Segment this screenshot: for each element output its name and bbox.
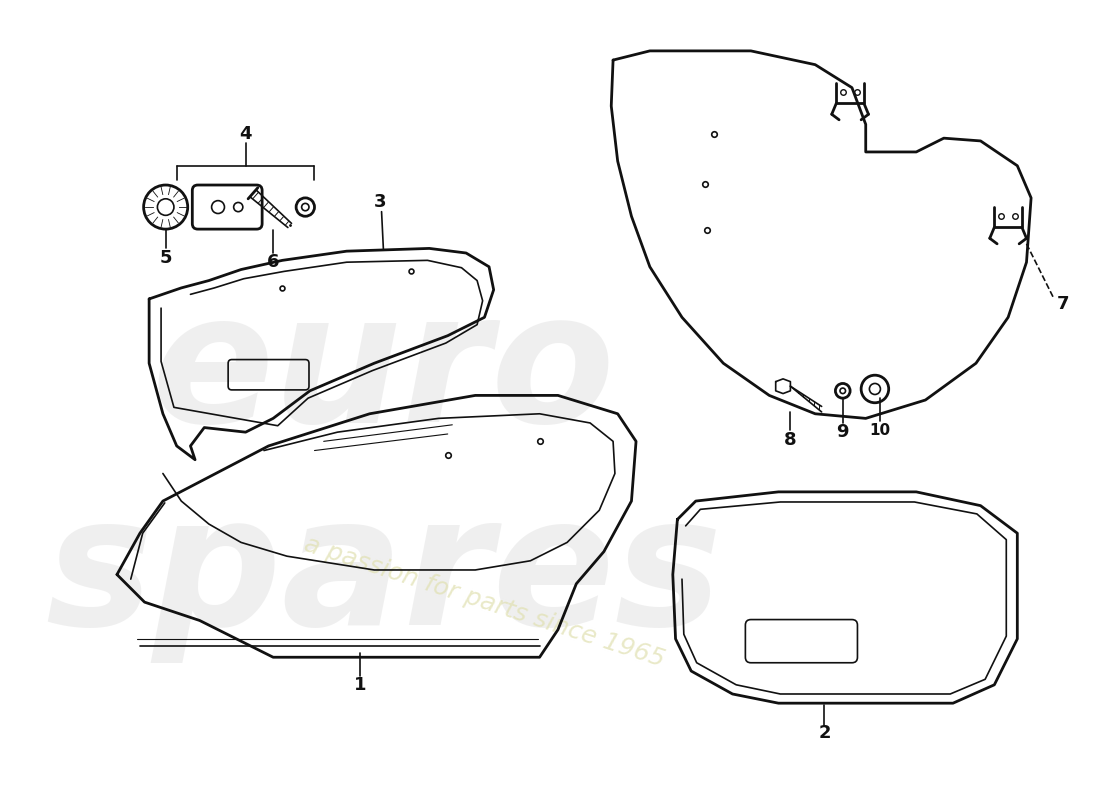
Text: 1: 1 <box>354 676 366 694</box>
Text: 8: 8 <box>784 430 796 449</box>
Text: 2: 2 <box>818 723 830 742</box>
Text: 4: 4 <box>240 125 252 142</box>
Text: 5: 5 <box>160 249 172 266</box>
Text: 10: 10 <box>869 423 890 438</box>
Text: euro
spares: euro spares <box>45 284 722 663</box>
Text: 6: 6 <box>267 253 279 271</box>
Text: 7: 7 <box>1057 294 1069 313</box>
Text: a passion for parts since 1965: a passion for parts since 1965 <box>301 532 668 672</box>
Text: 3: 3 <box>374 194 386 211</box>
Text: 9: 9 <box>836 423 849 441</box>
